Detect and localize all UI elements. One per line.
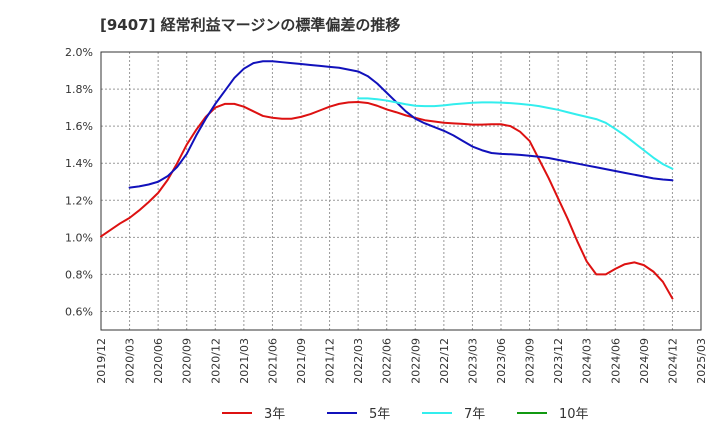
x-tick-label: 2024/09 bbox=[638, 338, 651, 384]
x-tick-label: 2025/03 bbox=[695, 338, 708, 384]
plot-area bbox=[101, 52, 701, 330]
series-line-5年 bbox=[128, 60, 674, 189]
y-tick-label: 0.6% bbox=[65, 305, 93, 318]
y-tick-label: 1.4% bbox=[65, 157, 93, 170]
x-tick-label: 2020/03 bbox=[124, 338, 137, 384]
legend-label: 3年 bbox=[264, 407, 285, 422]
x-tick-label: 2021/06 bbox=[266, 338, 279, 384]
x-tick-label: 2022/09 bbox=[409, 338, 422, 384]
y-tick-label: 1.6% bbox=[65, 120, 93, 133]
x-tick-label: 2021/12 bbox=[324, 338, 337, 384]
chart-title: [9407] 経常利益マージンの標準偏差の推移 bbox=[100, 16, 401, 34]
x-tick-label: 2024/12 bbox=[666, 338, 679, 384]
y-tick-label: 1.2% bbox=[65, 194, 93, 207]
x-tick-label: 2022/12 bbox=[438, 338, 451, 384]
x-tick-label: 2023/09 bbox=[524, 338, 537, 384]
legend-label: 7年 bbox=[464, 407, 485, 422]
y-tick-label: 1.8% bbox=[65, 83, 93, 96]
series-line-3年 bbox=[100, 101, 674, 300]
plot-border bbox=[100, 51, 702, 331]
legend-label: 10年 bbox=[559, 407, 589, 422]
series-line-7年 bbox=[357, 97, 674, 170]
y-tick-label: 2.0% bbox=[65, 46, 93, 59]
grid-layer bbox=[100, 51, 702, 330]
x-tick-label: 2022/03 bbox=[352, 338, 365, 384]
legend: 3年 5年 7年 10年 bbox=[222, 407, 589, 422]
x-tick-label: 2021/09 bbox=[295, 338, 308, 384]
x-tick-label: 2020/09 bbox=[181, 338, 194, 384]
x-tick-label: 2023/06 bbox=[495, 338, 508, 384]
x-tick-label: 2019/12 bbox=[95, 338, 108, 384]
y-tick-label: 1.0% bbox=[65, 231, 93, 244]
y-tick-label: 0.8% bbox=[65, 268, 93, 281]
x-tick-label: 2020/12 bbox=[209, 338, 222, 384]
legend-label: 5年 bbox=[369, 407, 390, 422]
x-tick-label: 2020/06 bbox=[152, 338, 165, 384]
x-tick-label: 2022/06 bbox=[381, 338, 394, 384]
x-tick-label: 2023/03 bbox=[466, 338, 479, 384]
x-tick-label: 2024/03 bbox=[581, 338, 594, 384]
series-layer bbox=[100, 60, 674, 300]
x-tick-label: 2023/12 bbox=[552, 338, 565, 384]
x-tick-label: 2024/06 bbox=[609, 338, 622, 384]
x-tick-label: 2021/03 bbox=[238, 338, 251, 384]
axis-layer: 0.6% 0.8% 1.0% 1.2% 1.4% 1.6% 1.8% 2.0% 2019/12 2… bbox=[65, 46, 708, 384]
